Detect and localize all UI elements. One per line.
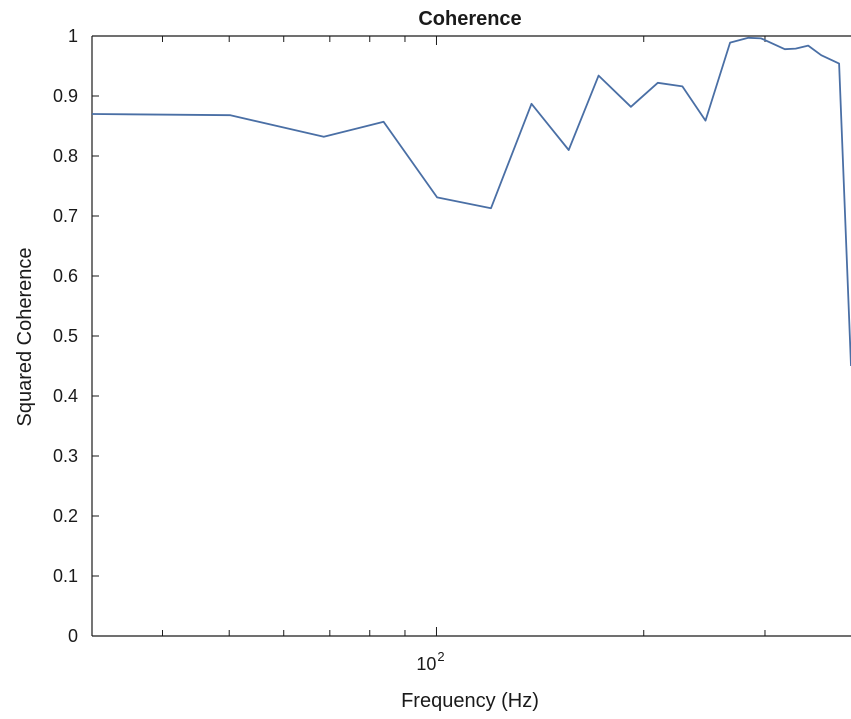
y-tick-label: 0: [68, 626, 78, 646]
series-line-0: [91, 36, 851, 367]
y-axis-label: Squared Coherence: [14, 247, 36, 426]
y-tick-label: 0.9: [53, 86, 78, 106]
y-tick-label: 0.8: [53, 146, 78, 166]
x-axis-label: Frequency (Hz): [401, 690, 539, 712]
plot-area: [91, 35, 851, 637]
y-tick-label: 0.4: [53, 386, 78, 406]
y-tick-label: 0.7: [53, 206, 78, 226]
tick-marks: [92, 35, 766, 637]
y-tick-label: 0.2: [53, 506, 78, 526]
y-tick-label: 0.3: [53, 446, 78, 466]
y-tick-label: 1: [68, 26, 78, 46]
chart-title: Coherence: [418, 8, 521, 30]
y-tick-label: 0.6: [53, 266, 78, 286]
x-tick-label: 102: [416, 649, 444, 674]
x-tick-labels: 102: [416, 649, 444, 674]
y-tick-label: 0.1: [53, 566, 78, 586]
y-tick-label: 0.5: [53, 326, 78, 346]
series-group: [91, 36, 851, 367]
y-tick-labels: 0 0.1 0.2 0.3 0.4 0.5 0.6 0.7 0.8 0.9 1: [53, 26, 78, 646]
x-tick-exponent: 2: [437, 649, 444, 664]
